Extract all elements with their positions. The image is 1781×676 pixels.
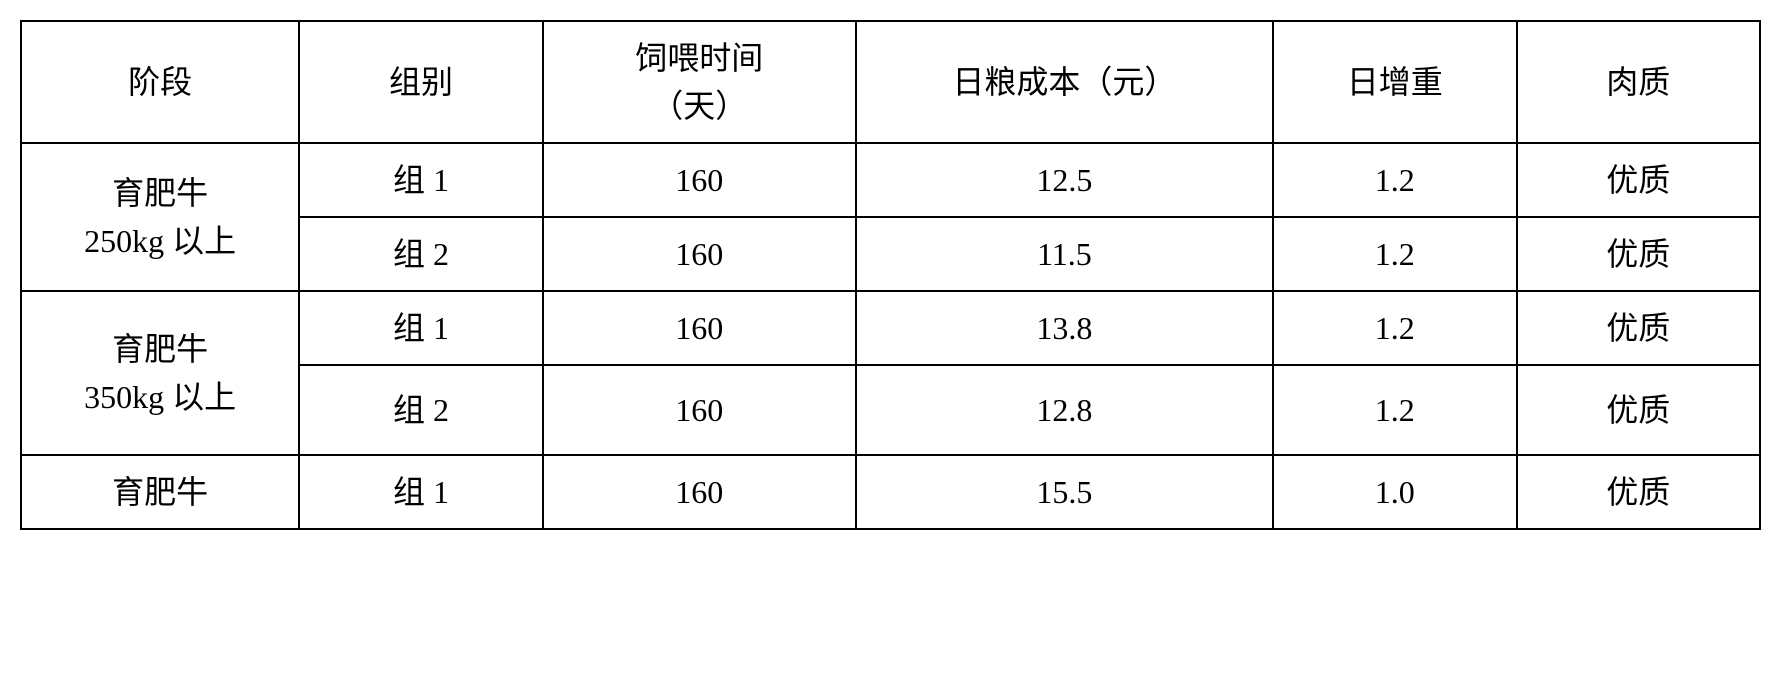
- quality-cell: 优质: [1517, 365, 1760, 455]
- stage-cell-350kg: 育肥牛 350kg 以上: [21, 291, 299, 455]
- gain-cell: 1.2: [1273, 143, 1516, 217]
- feeding-data-table: 阶段 组别 饲喂时间（天） 日粮成本（元） 日增重 肉质 育肥牛250kg 以上…: [20, 20, 1761, 530]
- header-quality: 肉质: [1517, 21, 1760, 143]
- table-row: 育肥牛350kg 以上 组 1 160 13.8 1.2 优质: [21, 291, 1760, 365]
- stage-cell-last: 育肥牛: [21, 455, 299, 529]
- header-group: 组别: [299, 21, 542, 143]
- header-feed-time-line2: （天）: [651, 88, 747, 124]
- gain-cell: 1.2: [1273, 217, 1516, 291]
- group-cell: 组 1: [299, 455, 542, 529]
- group-cell: 组 2: [299, 365, 542, 455]
- stage-cell-250kg: 育肥牛 250kg 以上: [21, 143, 299, 291]
- header-feed-time-line1: 饲喂时间: [635, 40, 763, 76]
- stage-line2: 250kg 以上: [84, 223, 236, 259]
- header-feed-time: 饲喂时间 （天）: [543, 21, 856, 143]
- feed-time-cell: 160: [543, 365, 856, 455]
- feed-time-cell: 160: [543, 217, 856, 291]
- gain-cell: 1.2: [1273, 291, 1516, 365]
- gain-cell: 1.2: [1273, 365, 1516, 455]
- quality-cell: 优质: [1517, 291, 1760, 365]
- feed-time-cell: 160: [543, 143, 856, 217]
- group-cell: 组 1: [299, 291, 542, 365]
- header-gain: 日增重: [1273, 21, 1516, 143]
- quality-cell: 优质: [1517, 455, 1760, 529]
- stage-line2: 350kg 以上: [84, 379, 236, 415]
- group-cell: 组 1: [299, 143, 542, 217]
- header-stage: 阶段: [21, 21, 299, 143]
- cost-cell: 12.8: [856, 365, 1273, 455]
- table-row: 育肥牛250kg 以上 组 1 160 12.5 1.2 优质: [21, 143, 1760, 217]
- cost-cell: 13.8: [856, 291, 1273, 365]
- cost-cell: 12.5: [856, 143, 1273, 217]
- header-cost: 日粮成本（元）: [856, 21, 1273, 143]
- quality-cell: 优质: [1517, 143, 1760, 217]
- cost-cell: 15.5: [856, 455, 1273, 529]
- feed-time-cell: 160: [543, 455, 856, 529]
- quality-cell: 优质: [1517, 217, 1760, 291]
- feed-time-cell: 160: [543, 291, 856, 365]
- group-cell: 组 2: [299, 217, 542, 291]
- stage-line1: 育肥牛: [112, 175, 208, 211]
- table-header-row: 阶段 组别 饲喂时间 （天） 日粮成本（元） 日增重 肉质: [21, 21, 1760, 143]
- cost-cell: 11.5: [856, 217, 1273, 291]
- gain-cell: 1.0: [1273, 455, 1516, 529]
- stage-line1: 育肥牛: [112, 331, 208, 367]
- table-row: 育肥牛 组 1 160 15.5 1.0 优质: [21, 455, 1760, 529]
